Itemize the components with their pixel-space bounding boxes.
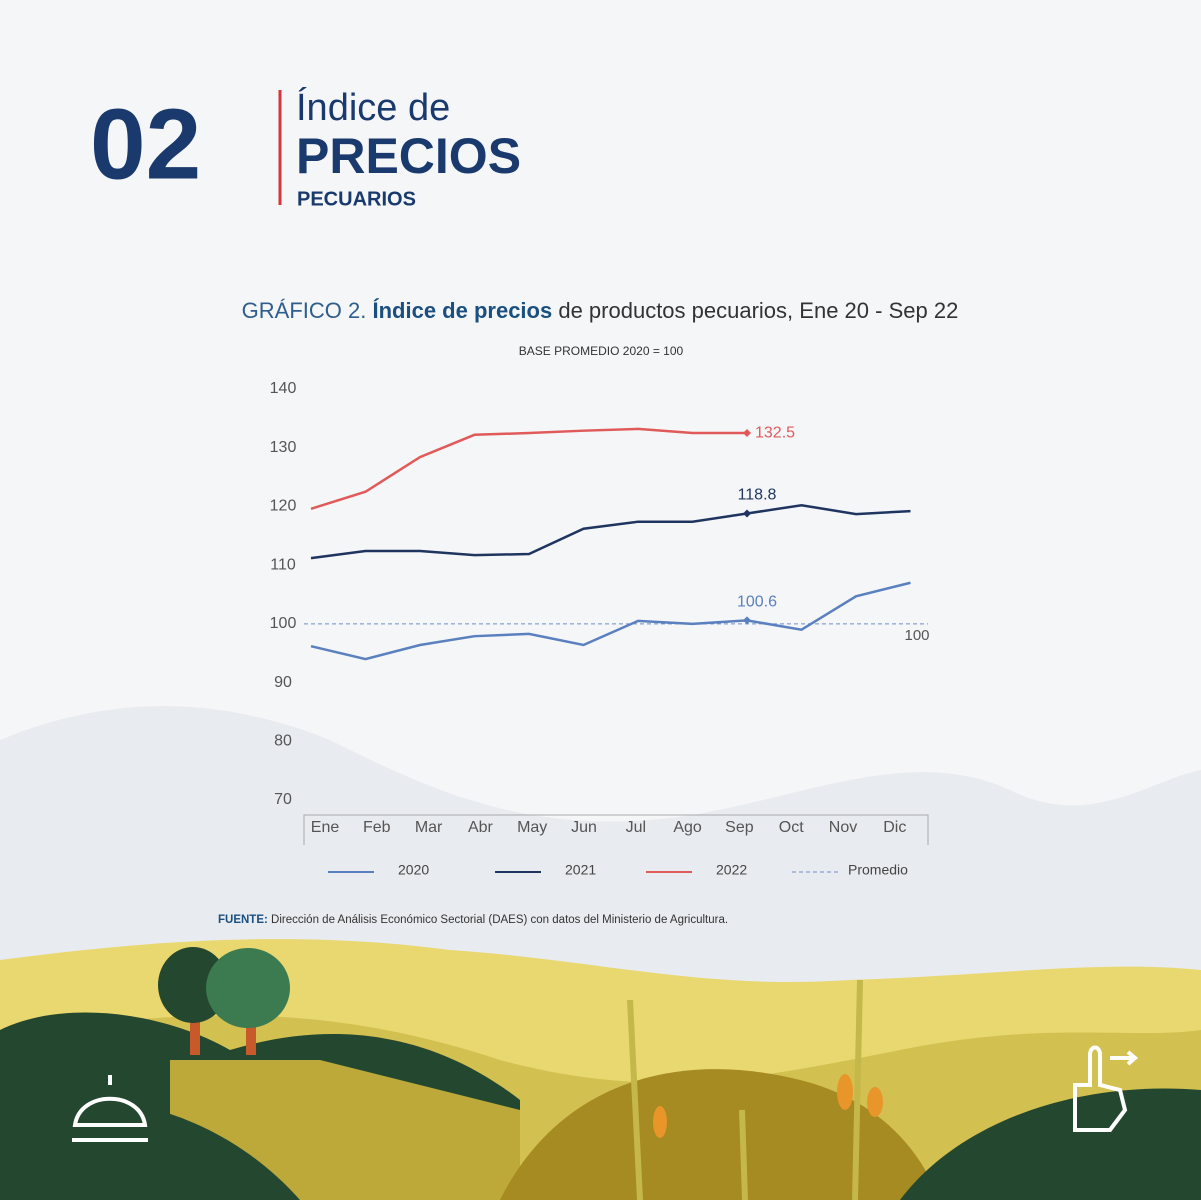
x-tick-label: Mar — [415, 819, 443, 836]
data-label: 132.5 — [755, 424, 795, 441]
legend-label: 2020 — [398, 862, 429, 878]
corn — [867, 1087, 883, 1117]
chart-title: GRÁFICO 2. Índice de precios de producto… — [242, 298, 959, 323]
tree — [206, 948, 290, 1028]
y-tick-label: 80 — [274, 733, 292, 750]
y-tick-label: 90 — [274, 674, 292, 691]
heading-line1: Índice de — [296, 86, 450, 129]
reference-label: 100 — [904, 627, 929, 644]
y-tick-label: 140 — [270, 380, 297, 397]
source: FUENTE: Dirección de Análisis Económico … — [218, 914, 728, 926]
point-marker — [743, 616, 751, 625]
title-part: Ene 20 - Sep 22 — [799, 298, 958, 323]
x-tick-label: Dic — [883, 819, 906, 836]
title-part: de productos pecuarios, — [558, 298, 793, 323]
y-tick-label: 100 — [270, 615, 297, 632]
y-tick-label: 70 — [274, 791, 292, 808]
x-tick-label: Sep — [725, 819, 754, 836]
x-tick-label: Feb — [363, 819, 391, 836]
x-tick-label: Jun — [571, 819, 597, 836]
y-tick-label: 130 — [270, 439, 297, 456]
tree-trunk — [190, 1010, 200, 1055]
y-tick-label: 120 — [270, 498, 297, 515]
x-axis-frame — [303, 814, 929, 845]
chart-subtitle: BASE PROMEDIO 2020 = 100 — [519, 344, 684, 358]
logo-dome — [72, 1075, 148, 1142]
data-label: 100.6 — [737, 594, 777, 611]
point-marker — [743, 429, 751, 438]
corn-stalk — [627, 979, 863, 1200]
corn — [837, 1074, 853, 1110]
series-line — [310, 581, 911, 661]
tree-trunk — [246, 1010, 256, 1055]
title-part: Índice de precios — [372, 298, 552, 323]
x-tick-label: Ene — [311, 819, 340, 836]
x-tick-label: Abr — [468, 819, 494, 836]
legend-label: 2022 — [716, 862, 747, 878]
hill-dark-right — [900, 1088, 1201, 1200]
data-label: 118.8 — [738, 487, 777, 504]
source-text: Dirección de Análisis Económico Sectoria… — [271, 914, 728, 926]
series-line — [310, 503, 911, 560]
section-number: 02 — [90, 88, 201, 200]
legend-label: Promedio — [848, 862, 908, 878]
x-tick-label: Jul — [626, 819, 646, 836]
x-tick-label: Ago — [673, 819, 702, 836]
point-marker — [743, 509, 751, 518]
title-part: GRÁFICO 2. — [242, 298, 367, 323]
hill-front — [500, 1069, 940, 1200]
x-tick-label: May — [517, 819, 547, 836]
heading-line2: PRECIOS — [296, 128, 521, 184]
plot: 70 80 90 100 110 120 130 140 Ene Feb Mar Abr May Jun J… — [270, 380, 930, 877]
source-label: FUENTE: — [218, 914, 268, 926]
series-line — [310, 427, 747, 510]
heading-line3: PECUARIOS — [297, 188, 416, 210]
corn — [653, 1106, 667, 1138]
y-tick-label: 110 — [270, 556, 296, 573]
legend-label: 2021 — [565, 862, 596, 878]
x-tick-label: Nov — [829, 819, 857, 836]
x-tick-label: Oct — [779, 819, 804, 836]
swipe-icon — [1073, 1045, 1139, 1132]
